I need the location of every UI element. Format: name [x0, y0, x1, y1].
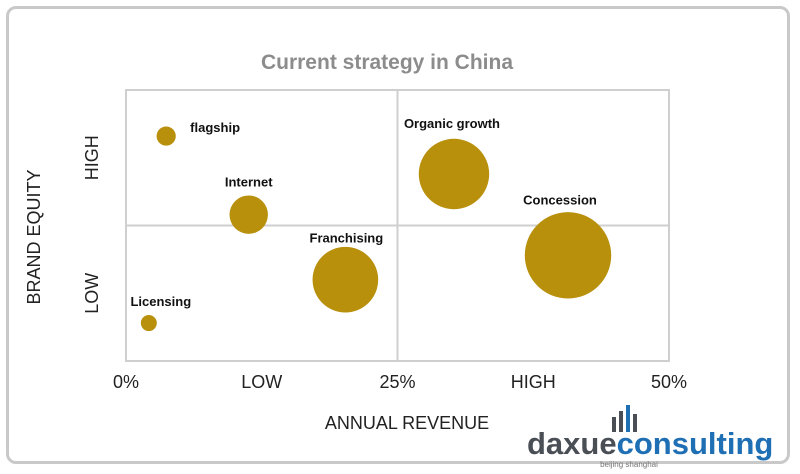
bubble-label-organic-growth: Organic growth — [404, 116, 500, 131]
brand-tagline: beijing shanghai — [600, 460, 658, 469]
brand-name-part2: consulting — [617, 426, 774, 461]
bubble-label-franchising: Franchising — [310, 231, 384, 246]
bubble-label-flagship: flagship — [190, 120, 240, 135]
x-tick-label: 25% — [379, 372, 415, 392]
bubble-label-licensing: Licensing — [130, 294, 191, 309]
chart-title: Current strategy in China — [261, 51, 513, 74]
x-tick-label: 50% — [651, 372, 687, 392]
bubble-franchising — [312, 246, 379, 313]
x-axis-ticks: 0% LOW 25% HIGH 50% — [113, 372, 687, 392]
bar-chart-icon — [612, 405, 637, 432]
bubble-concession — [524, 212, 612, 299]
bubble-flagship — [156, 126, 176, 146]
y-tick-label: HIGH — [82, 135, 102, 180]
x-tick-label: 0% — [113, 372, 139, 392]
x-tick-label: LOW — [241, 372, 282, 392]
y-axis-ticks: LOW HIGH — [82, 135, 102, 314]
bubble-label-concession: Concession — [523, 192, 597, 207]
plot-area — [125, 89, 670, 362]
y-axis-label: BRAND EQUITY — [24, 169, 44, 304]
brand-name-part1: daxue — [527, 426, 617, 461]
bubble-licensing — [140, 315, 157, 332]
x-axis-label: ANNUAL REVENUE — [325, 413, 489, 433]
bubble-organic-growth — [418, 138, 490, 210]
bubbles: flagship Internet Organic growth Concession… — [130, 116, 612, 332]
bubble-label-internet: Internet — [225, 175, 273, 190]
y-tick-label: LOW — [82, 273, 102, 314]
bubble-internet — [229, 195, 268, 234]
x-tick-label: HIGH — [511, 372, 556, 392]
brand-name: daxueconsulting — [527, 426, 773, 461]
brand-logo: daxueconsulting beijing shanghai — [527, 405, 773, 469]
